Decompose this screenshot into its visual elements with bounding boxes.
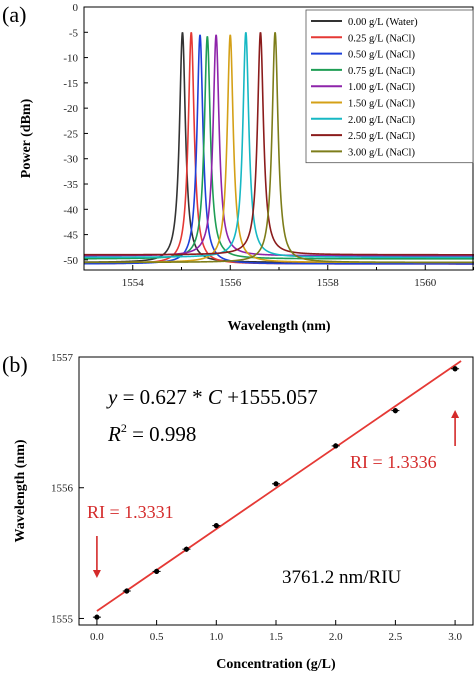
y-tick-label: -15 (63, 78, 78, 90)
panel-a-y-axis-title: Power (dBm) (19, 98, 34, 178)
data-point (333, 443, 339, 449)
fit-equation-intercept: +1555.057 (222, 385, 318, 409)
r-squared-symbol: R (107, 422, 121, 446)
legend-entry-7: 2.50 g/L (NaCl) (348, 131, 415, 142)
panel-b-x-axis-title: Concentration (g/L) (216, 657, 336, 672)
y-tick-label: 1555 (51, 613, 74, 625)
panel-b-label: (b) (2, 352, 28, 377)
y-tick-label: -10 (63, 53, 78, 65)
r-squared: R2 = 0.998 (107, 421, 196, 446)
y-tick-label: -25 (63, 128, 78, 140)
panel-b-x-ticks: 0.0 0.5 1.0 1.5 2.0 2.5 3.0 (90, 620, 462, 643)
panel-a-legend: 0.00 g/L (Water) 0.25 g/L (NaCl) 0.50 g/L … (305, 9, 474, 164)
ri-high-arrow-head (451, 410, 460, 418)
panel-a-x-axis-title: Wavelength (nm) (227, 319, 330, 334)
x-tick-label: 0.0 (90, 631, 104, 643)
legend-entry-8: 3.00 g/L (NaCl) (348, 147, 415, 158)
y-tick-label: -50 (63, 255, 78, 267)
x-tick-label: 1.5 (269, 631, 283, 643)
fit-equation-coefficient: = 0.627 * (117, 385, 208, 409)
data-point (183, 546, 190, 552)
panel-b-data-points (92, 366, 460, 620)
panel-a-y-ticks: 0 -5 -10 -15 -20 -25 -30 -35 -40 -45 -50 (63, 2, 88, 267)
panel-a-spectra (84, 32, 474, 265)
y-tick-label: -5 (69, 27, 79, 39)
ri-arrows (92, 410, 460, 578)
panel-b-y-axis-title: Wavelength (nm) (13, 439, 28, 542)
legend-entry-0: 0.00 g/L (Water) (348, 17, 418, 28)
y-tick-label: -20 (63, 103, 78, 115)
y-tick-label: 0 (73, 2, 79, 14)
legend-entry-3: 0.75 g/L (NaCl) (348, 66, 415, 77)
data-point (154, 568, 160, 575)
data-point (94, 614, 100, 620)
x-tick-label: 2.5 (389, 631, 403, 643)
panel-a-label: (a) (2, 2, 26, 27)
ri-high-label: RI = 1.3336 (350, 452, 437, 472)
legend-entry-4: 1.00 g/L (NaCl) (348, 82, 415, 93)
legend-box (305, 9, 474, 164)
spectrum-line-3 (84, 36, 474, 260)
y-tick-label: 1557 (51, 352, 74, 364)
legend-entry-2: 0.50 g/L (NaCl) (348, 50, 415, 61)
x-tick-label: 1.0 (209, 631, 223, 643)
fit-equation: y = 0.627 * C +1555.057 (106, 385, 318, 409)
x-tick-label: 1558 (317, 277, 340, 289)
spectrum-line-7 (84, 32, 474, 256)
y-tick-label: 1556 (51, 483, 74, 495)
panel-b: (b) 1555 1556 1557 0.0 0.5 1.0 1.5 2.0 2.5 3.0 W… (2, 352, 474, 672)
data-point (273, 481, 279, 487)
fit-equation-y: y (106, 385, 118, 409)
x-tick-label: 2.0 (329, 631, 343, 643)
panel-b-y-ticks: 1555 1556 1557 (51, 352, 84, 625)
ri-low-label: RI = 1.3331 (87, 502, 174, 522)
x-tick-label: 3.0 (448, 631, 462, 643)
x-tick-label: 1554 (122, 277, 145, 289)
spectrum-line-8 (84, 32, 474, 264)
data-point (392, 408, 398, 414)
legend-entry-1: 0.25 g/L (NaCl) (348, 33, 415, 44)
data-point (124, 588, 130, 594)
data-point (452, 366, 458, 372)
panel-a-x-ticks: 1554 1556 1558 1560 (83, 265, 474, 289)
data-point (213, 523, 219, 529)
y-tick-label: -40 (63, 204, 78, 216)
ri-low-arrow-head (92, 570, 101, 578)
y-tick-label: -35 (63, 179, 78, 191)
r-squared-superscript: 2 (121, 421, 127, 435)
fit-equation-c: C (208, 385, 223, 409)
x-tick-label: 0.5 (150, 631, 164, 643)
legend-entry-6: 2.00 g/L (NaCl) (348, 115, 415, 126)
x-tick-label: 1556 (219, 277, 242, 289)
legend-entry-5: 1.50 g/L (NaCl) (348, 99, 415, 110)
panel-a: (a) 0-5-10-15-20-25-30-35-40-45-50 1554 1… (2, 2, 474, 334)
sensitivity-label: 3761.2 nm/RIU (282, 567, 402, 588)
y-tick-label: -30 (63, 154, 78, 166)
y-tick-label: -45 (63, 230, 78, 242)
x-tick-label: 1560 (414, 277, 437, 289)
spectrum-line-6 (84, 32, 474, 259)
r-squared-value: = 0.998 (127, 422, 197, 446)
